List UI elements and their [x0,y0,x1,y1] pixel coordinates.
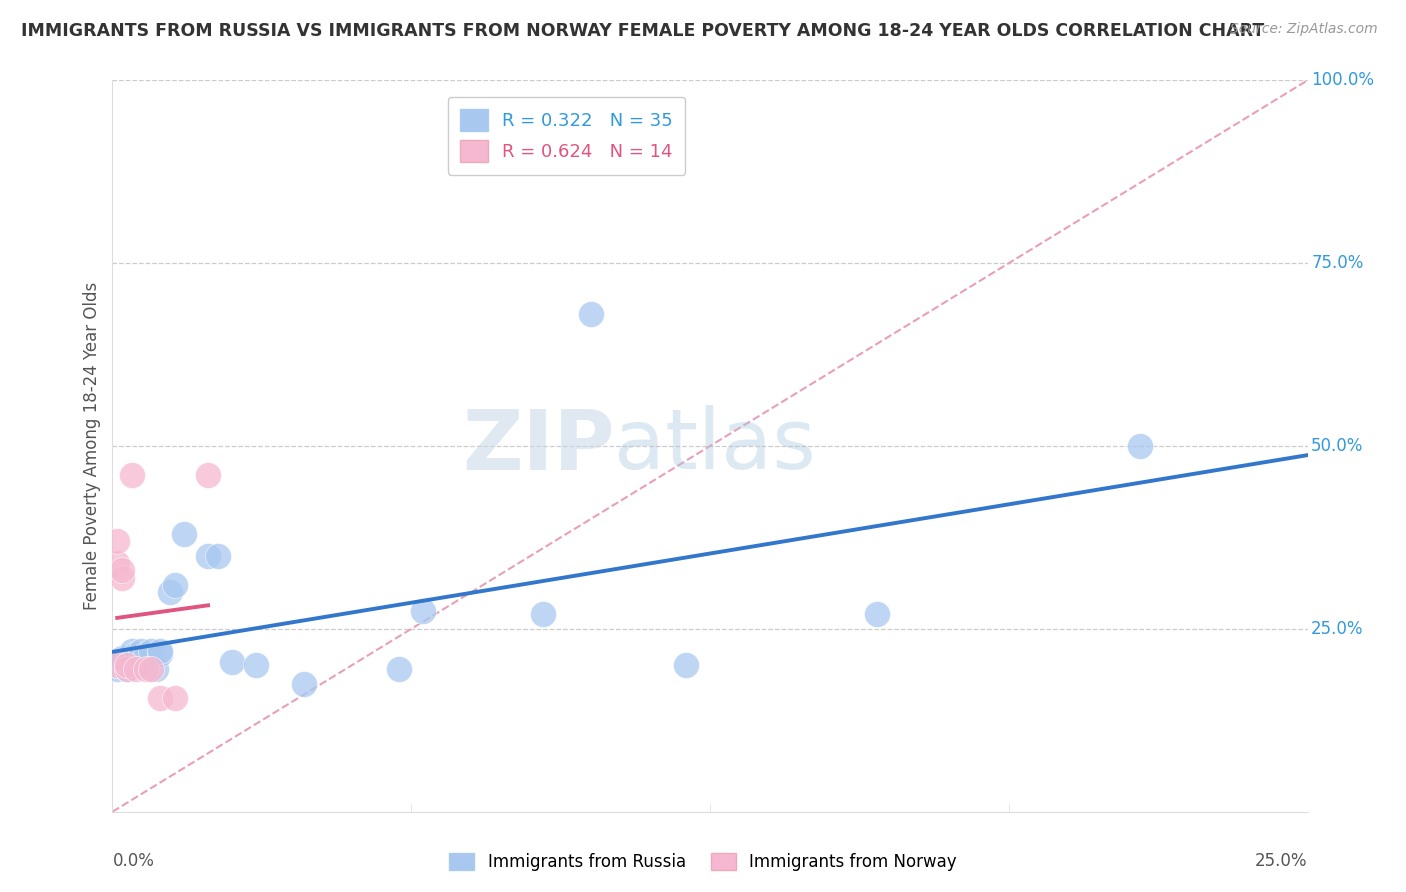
Point [111,658,134,673]
Legend: Immigrants from Russia, Immigrants from Norway: Immigrants from Russia, Immigrants from … [441,845,965,880]
Point [675,658,697,673]
Point [163,691,186,706]
Text: 75.0%: 75.0% [1312,254,1364,272]
Point [105,658,128,673]
Point [105,556,128,570]
Point [197,468,219,483]
Point [105,658,128,673]
Point [579,307,602,321]
Point [115,662,138,676]
Point [111,563,134,577]
Point [1129,439,1152,453]
Point [129,644,152,658]
Point [129,658,152,673]
Point [412,603,434,617]
Point [866,607,889,622]
Point [111,655,134,669]
Legend: R = 0.322   N = 35, R = 0.624   N = 14: R = 0.322 N = 35, R = 0.624 N = 14 [449,96,685,175]
Text: 0.0%: 0.0% [112,852,155,870]
Text: ZIP: ZIP [463,406,614,486]
Text: 25.0%: 25.0% [1256,852,1308,870]
Point [207,549,229,563]
Point [121,468,143,483]
Point [105,534,128,549]
Point [121,644,143,658]
Point [115,662,138,676]
Point [149,644,172,658]
Point [173,526,195,541]
Point [149,648,172,662]
Text: 25.0%: 25.0% [1312,620,1364,638]
Point [163,578,186,592]
Point [388,662,411,676]
Point [221,655,243,669]
Point [197,549,219,563]
Point [115,658,138,673]
Point [135,648,157,662]
Point [115,658,138,673]
Text: 100.0%: 100.0% [1312,71,1374,89]
Point [125,655,148,669]
Point [139,644,162,658]
Text: IMMIGRANTS FROM RUSSIA VS IMMIGRANTS FROM NORWAY FEMALE POVERTY AMONG 18-24 YEAR: IMMIGRANTS FROM RUSSIA VS IMMIGRANTS FRO… [21,22,1264,40]
Text: atlas: atlas [614,406,815,486]
Point [111,571,134,585]
Point [139,662,162,676]
Point [111,651,134,665]
Point [149,691,172,706]
Point [105,662,128,676]
Y-axis label: Female Poverty Among 18-24 Year Olds: Female Poverty Among 18-24 Year Olds [83,282,101,610]
Point [245,658,267,673]
Point [135,651,157,665]
Point [121,651,143,665]
Text: Source: ZipAtlas.com: Source: ZipAtlas.com [1230,22,1378,37]
Point [531,607,554,622]
Point [159,585,181,599]
Point [125,648,148,662]
Point [292,676,315,690]
Point [145,662,167,676]
Text: 50.0%: 50.0% [1312,437,1364,455]
Point [135,662,157,676]
Point [125,662,148,676]
Point [115,655,138,669]
